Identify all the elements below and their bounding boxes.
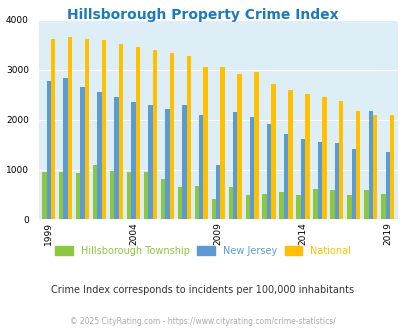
Bar — [232, 112, 237, 219]
Bar — [68, 37, 72, 219]
Bar — [385, 152, 389, 219]
Bar — [249, 116, 254, 219]
Bar — [279, 192, 283, 219]
Bar — [321, 97, 326, 219]
Bar — [266, 124, 271, 219]
Bar — [334, 143, 338, 219]
Bar — [215, 165, 220, 219]
Bar — [59, 172, 63, 219]
Bar — [131, 102, 135, 219]
Bar — [389, 115, 393, 219]
Bar — [220, 67, 224, 219]
Bar — [47, 81, 51, 219]
Bar — [143, 172, 148, 219]
Bar — [211, 199, 215, 219]
Bar — [51, 39, 55, 219]
Bar — [245, 195, 249, 219]
Bar — [203, 67, 207, 219]
Bar — [355, 111, 360, 219]
Bar — [338, 101, 343, 219]
Bar — [182, 105, 186, 219]
Bar — [110, 171, 114, 219]
Bar — [93, 165, 97, 219]
Bar — [254, 72, 258, 219]
Bar — [271, 84, 275, 219]
Bar — [102, 40, 106, 219]
Bar — [148, 105, 152, 219]
Bar — [372, 115, 376, 219]
Bar — [283, 134, 288, 219]
Bar — [118, 44, 123, 219]
Bar — [329, 189, 334, 219]
Bar — [80, 87, 85, 219]
Bar — [186, 56, 190, 219]
Bar — [228, 186, 232, 219]
Bar — [135, 47, 140, 219]
Bar — [237, 74, 241, 219]
Bar — [76, 173, 80, 219]
Bar — [85, 39, 89, 219]
Bar — [305, 94, 309, 219]
Bar — [177, 187, 182, 219]
Bar — [368, 111, 372, 219]
Bar — [63, 78, 68, 219]
Bar — [363, 189, 368, 219]
Bar — [114, 97, 118, 219]
Bar — [160, 179, 165, 219]
Bar — [313, 189, 317, 219]
Bar — [194, 186, 198, 219]
Bar — [346, 195, 351, 219]
Bar — [351, 148, 355, 219]
Text: Hillsborough Property Crime Index: Hillsborough Property Crime Index — [67, 8, 338, 22]
Legend: Hillsborough Township, New Jersey, National: Hillsborough Township, New Jersey, Natio… — [55, 246, 350, 256]
Bar — [165, 109, 169, 219]
Text: Crime Index corresponds to incidents per 100,000 inhabitants: Crime Index corresponds to incidents per… — [51, 285, 354, 295]
Bar — [169, 53, 174, 219]
Text: © 2025 CityRating.com - https://www.cityrating.com/crime-statistics/: © 2025 CityRating.com - https://www.city… — [70, 317, 335, 326]
Bar — [126, 172, 131, 219]
Bar — [152, 50, 157, 219]
Bar — [288, 90, 292, 219]
Bar — [262, 194, 266, 219]
Bar — [380, 194, 385, 219]
Bar — [317, 142, 321, 219]
Bar — [296, 195, 300, 219]
Bar — [198, 115, 203, 219]
Bar — [42, 172, 47, 219]
Bar — [300, 139, 305, 219]
Bar — [97, 92, 102, 219]
